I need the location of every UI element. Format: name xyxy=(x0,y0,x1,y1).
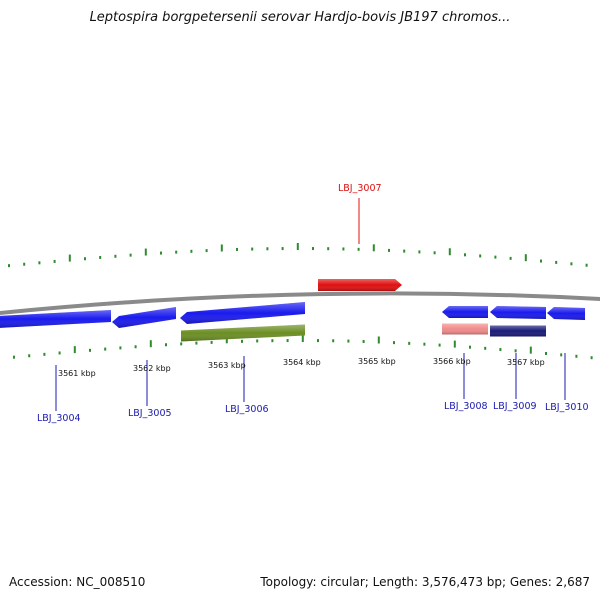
topology-summary: Topology: circular; Length: 3,576,473 bp… xyxy=(260,575,590,589)
gene-label-lbj_3005[interactable]: LBJ_3005 xyxy=(128,408,172,419)
gene-shade xyxy=(490,325,546,337)
axis-labels: 3561 kbp 3562 kbp 3563 kbp 3564 kbp 3565 kbp… xyxy=(58,357,545,378)
axis-label: 3562 kbp xyxy=(133,364,171,373)
axis-label: 3564 kbp xyxy=(283,358,321,367)
axis-label: 3563 kbp xyxy=(208,361,246,370)
gene-shade xyxy=(112,307,176,328)
forward-strand-ticks xyxy=(8,243,588,268)
chromosome-backbone xyxy=(0,291,600,315)
axis-label: 3567 kbp xyxy=(507,358,545,367)
axis-label: 3561 kbp xyxy=(58,369,96,378)
map-title: Leptospira borgpetersenii serovar Hardjo… xyxy=(89,10,511,25)
gene-shade xyxy=(442,323,488,335)
gene-shade xyxy=(180,302,305,324)
axis-label: 3565 kbp xyxy=(358,357,396,366)
gene-label-lbj_3007[interactable]: LBJ_3007 xyxy=(338,183,382,194)
gene-features xyxy=(0,279,585,342)
gene-label-lbj_3010[interactable]: LBJ_3010 xyxy=(545,402,589,413)
gene-label-lbj_3004[interactable]: LBJ_3004 xyxy=(37,413,81,424)
gene-label-lbj_3009[interactable]: LBJ_3009 xyxy=(493,401,537,412)
gene-shade xyxy=(547,307,585,320)
accession-text: Accession: NC_008510 xyxy=(9,575,146,589)
gene-label-lbj_3006[interactable]: LBJ_3006 xyxy=(225,404,269,415)
gene-labels: LBJ_3004 LBJ_3005 LBJ_3006 LBJ_3007 LBJ_3008… xyxy=(37,183,589,424)
gene-shade xyxy=(181,324,305,342)
label-connectors xyxy=(55,198,566,411)
gene-label-lbj_3008[interactable]: LBJ_3008 xyxy=(444,401,488,412)
gene-shade xyxy=(318,279,402,291)
reverse-strand-ticks xyxy=(13,335,593,360)
gene-shade xyxy=(490,306,546,319)
axis-label: 3566 kbp xyxy=(433,357,471,366)
gene-shade xyxy=(0,310,111,328)
gene-shade xyxy=(442,306,488,318)
